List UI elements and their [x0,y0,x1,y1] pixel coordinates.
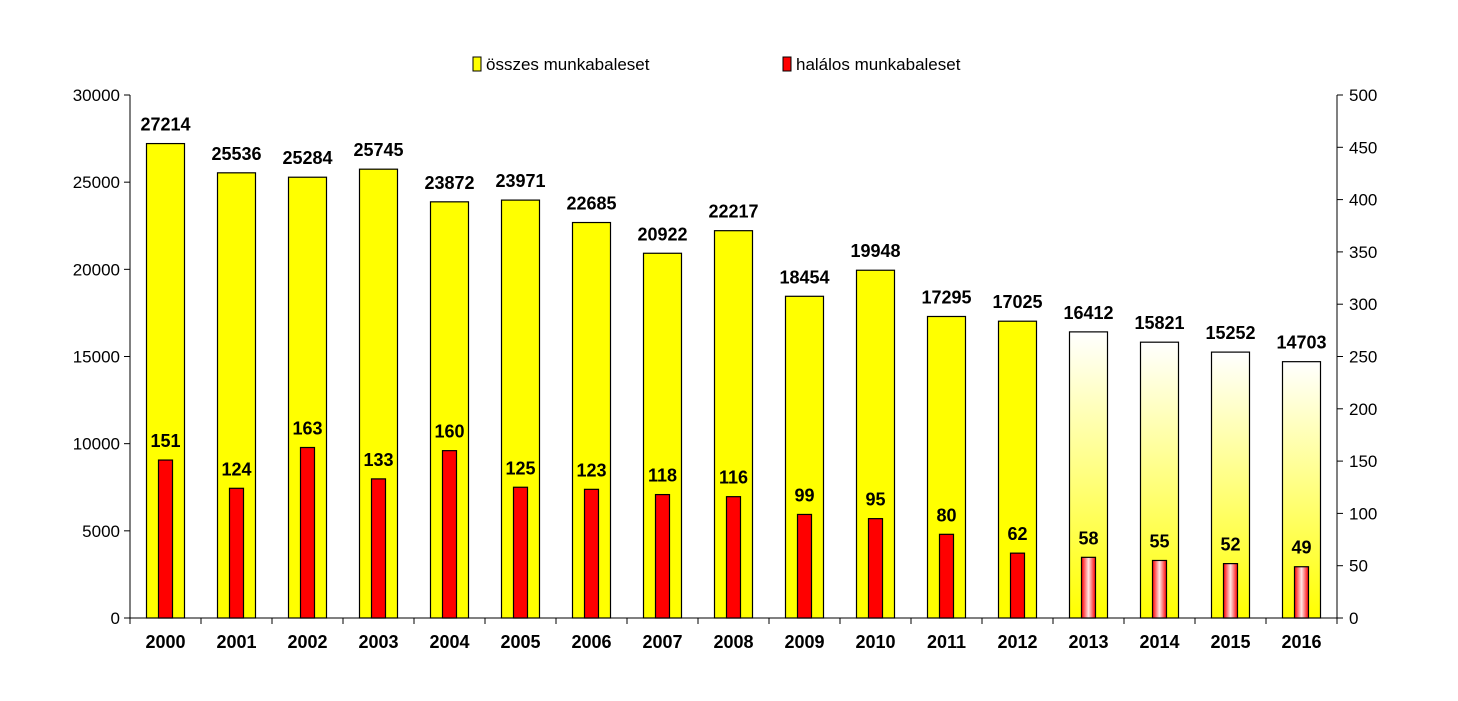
data-label-fatal: 160 [434,422,464,442]
y-left-tick-label: 25000 [73,173,120,192]
data-label-total: 20922 [637,224,687,244]
data-label-fatal: 58 [1078,528,1098,548]
y-left-tick-label: 10000 [73,435,120,454]
x-tick-label: 2015 [1210,632,1250,652]
legend-label-fatal: halálos munkabaleset [796,55,961,74]
x-tick-label: 2013 [1068,632,1108,652]
y-left-tick-label: 15000 [73,348,120,367]
x-tick-label: 2010 [855,632,895,652]
data-label-fatal: 123 [576,460,606,480]
data-label-fatal: 99 [794,485,814,505]
bar-fatal [796,513,813,619]
data-label-fatal: 80 [936,505,956,525]
x-tick-label: 2006 [571,632,611,652]
x-tick-label: 2014 [1139,632,1179,652]
data-label-fatal: 118 [648,466,677,486]
x-tick-label: 2007 [642,632,682,652]
data-label-fatal: 124 [221,459,251,479]
x-tick-label: 2012 [997,632,1037,652]
data-label-fatal: 52 [1220,535,1240,555]
y-right-tick-label: 0 [1349,609,1358,628]
x-tick-label: 2000 [145,632,185,652]
legend-swatch-total [472,56,482,72]
data-label-fatal: 62 [1007,524,1027,544]
legend: összes munkabaleset halálos munkabaleset [472,55,961,74]
bar-fatal [299,446,316,619]
bar-fatal [1080,556,1097,619]
bar-fatal [157,459,174,619]
bar-fatal [725,496,742,619]
y-right-tick-label: 300 [1349,295,1377,314]
bar-fatal [1009,552,1026,619]
y-right-tick-label: 50 [1349,557,1368,576]
data-label-total: 14703 [1276,333,1326,353]
bar-fatal [938,533,955,619]
data-label-fatal: 49 [1291,538,1311,558]
data-label-total: 25284 [282,148,332,168]
y-left-tick-label: 0 [111,609,120,628]
bar-fatal [441,450,458,619]
x-tick-label: 2016 [1281,632,1321,652]
y-left-tick-label: 30000 [73,86,120,105]
data-label-fatal: 125 [505,458,535,478]
bar-fatal [1222,563,1239,619]
data-label-total: 25745 [353,140,403,160]
x-tick-label: 2009 [784,632,824,652]
data-label-total: 23872 [424,173,474,193]
data-label-fatal: 55 [1149,531,1169,551]
bar-fatal [867,518,884,619]
y-left-tick-label: 5000 [82,522,120,541]
y-right-tick-label: 100 [1349,504,1377,523]
x-tick-label: 2001 [216,632,256,652]
x-tick-label: 2004 [429,632,469,652]
y-left-tick-label: 20000 [73,260,120,279]
data-label-total: 22685 [566,194,616,214]
data-label-total: 17295 [921,287,971,307]
y-right-tick-label: 400 [1349,191,1377,210]
data-label-total: 17025 [992,292,1042,312]
y-right-tick-label: 350 [1349,243,1377,262]
x-tick-label: 2003 [358,632,398,652]
data-label-fatal: 116 [719,468,748,488]
data-label-total: 27214 [140,115,190,135]
data-label-fatal: 95 [865,490,885,510]
y-right-tick-label: 150 [1349,452,1377,471]
bar-fatal [228,487,245,619]
data-label-total: 16412 [1063,303,1113,323]
bar-fatal [654,493,671,619]
data-label-total: 19948 [850,241,900,261]
y-right-tick-label: 200 [1349,400,1377,419]
legend-label-total: összes munkabaleset [486,55,650,74]
data-label-fatal: 163 [292,419,322,439]
bar-fatal [583,488,600,619]
data-label-fatal: 133 [363,450,393,470]
y-right-tick-label: 500 [1349,86,1377,105]
x-tick-label: 2011 [927,632,966,652]
legend-swatch-fatal [782,56,792,72]
bar-fatal [370,478,387,619]
data-label-fatal: 151 [150,431,180,451]
data-label-total: 23971 [495,171,545,191]
x-tick-label: 2002 [287,632,327,652]
data-label-total: 18454 [779,267,829,287]
plot-area: 0 5000 10000 15000 20000 25000 30000 0 50 100 150 2… [73,86,1378,652]
bar-fatal [1293,566,1310,619]
x-tick-label: 2008 [713,632,753,652]
y-right-tick-label: 450 [1349,138,1377,157]
y-right-tick-label: 250 [1349,348,1377,367]
data-label-total: 25536 [211,144,261,164]
data-label-total: 22217 [708,202,758,222]
bar-fatal [1151,559,1168,619]
data-label-total: 15821 [1134,313,1184,333]
x-tick-label: 2005 [500,632,540,652]
data-label-total: 15252 [1205,323,1255,343]
bar-fatal [512,486,529,619]
